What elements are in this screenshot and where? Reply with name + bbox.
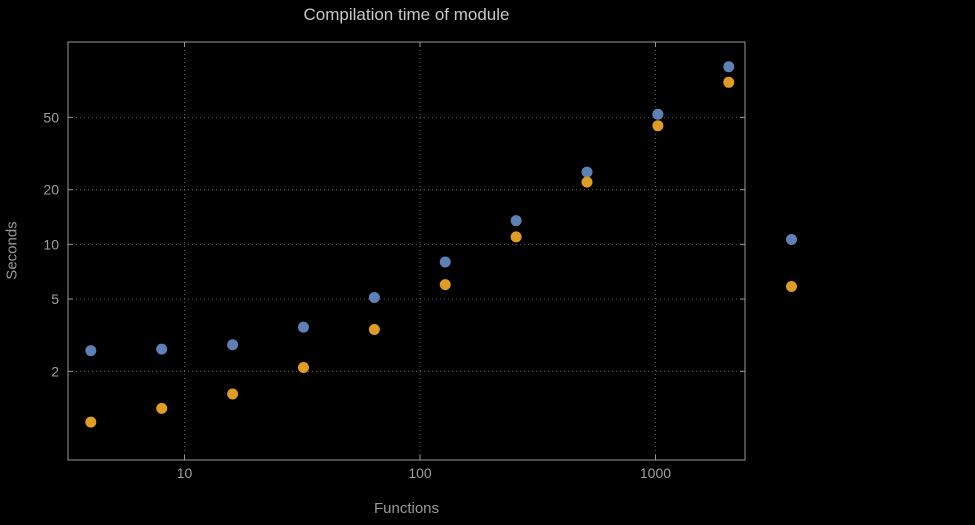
x-axis-label: Functions (373, 500, 440, 517)
point-series-1 (227, 339, 239, 351)
point-series-1 (156, 343, 168, 355)
point-series-1 (652, 108, 664, 120)
x-tick-label: 100 (408, 465, 432, 481)
point-series-1 (439, 256, 451, 268)
x-tick-label: 10 (177, 465, 193, 481)
point-series-2 (581, 176, 593, 188)
legend-marker-series-2 (786, 281, 797, 292)
chart-title: Compilation time of module (303, 5, 510, 24)
point-series-2 (85, 416, 97, 428)
point-series-2 (297, 361, 309, 373)
point-series-2 (652, 120, 664, 132)
point-series-2 (439, 279, 451, 291)
point-series-1 (297, 321, 309, 333)
x-tick-label: 1000 (640, 465, 671, 481)
point-series-2 (723, 76, 735, 88)
point-series-1 (368, 291, 380, 303)
point-series-1 (510, 215, 522, 227)
point-series-2 (368, 323, 380, 335)
point-series-1 (581, 166, 593, 178)
y-tick-label: 2 (51, 363, 59, 379)
point-series-1 (723, 61, 735, 73)
point-series-2 (227, 388, 239, 400)
y-tick-label: 5 (51, 291, 59, 307)
y-axis-label: Seconds (3, 221, 21, 280)
point-series-2 (510, 231, 522, 243)
y-tick-label: 20 (43, 182, 59, 198)
y-tick-label: 10 (43, 236, 59, 252)
y-tick-label: 50 (43, 109, 59, 125)
legend-marker-series-1 (786, 234, 797, 245)
point-series-1 (85, 345, 97, 357)
point-series-2 (156, 402, 168, 414)
plot-frame (67, 41, 746, 461)
